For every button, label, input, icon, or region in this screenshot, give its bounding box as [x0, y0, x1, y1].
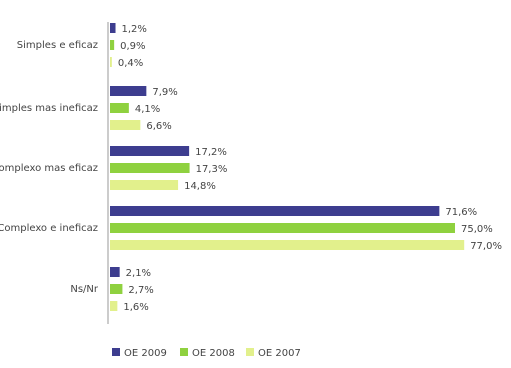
- bar: [110, 301, 118, 311]
- category-label: Complexo e ineficaz: [0, 223, 98, 234]
- value-label: 7,9%: [152, 87, 177, 98]
- legend-label: OE 2008: [192, 348, 235, 359]
- bar: [110, 206, 440, 216]
- value-label: 4,1%: [135, 104, 160, 115]
- bar: [110, 180, 179, 190]
- bar: [110, 223, 455, 233]
- value-label: 6,6%: [146, 121, 171, 132]
- bar: [110, 57, 112, 67]
- legend-swatch: [246, 348, 254, 356]
- value-label: 17,2%: [195, 147, 227, 158]
- legend-swatch: [112, 348, 120, 356]
- value-label: 17,3%: [196, 164, 228, 175]
- category-label: Simples e eficaz: [17, 40, 98, 51]
- bar: [110, 23, 116, 33]
- value-label: 2,7%: [128, 285, 153, 296]
- value-label: 75,0%: [461, 224, 493, 235]
- value-label: 1,6%: [123, 302, 148, 313]
- bar: [110, 163, 190, 173]
- category-label: Ns/Nr: [70, 284, 99, 295]
- legend-label: OE 2007: [258, 348, 301, 359]
- value-label: 14,8%: [184, 181, 216, 192]
- value-label: 1,2%: [122, 24, 147, 35]
- category-label: Complexo mas eficaz: [0, 163, 98, 174]
- bar: [110, 146, 190, 156]
- bar: [110, 103, 129, 113]
- value-label: 2,1%: [126, 268, 151, 279]
- bar: [110, 86, 147, 96]
- value-label: 0,9%: [120, 41, 145, 52]
- bar: [110, 40, 115, 50]
- value-label: 77,0%: [470, 241, 502, 252]
- bar: [110, 240, 465, 250]
- bar: [110, 284, 123, 294]
- bar: [110, 120, 141, 130]
- legend-label: OE 2009: [124, 348, 167, 359]
- category-label: Simples mas ineficaz: [0, 103, 98, 114]
- value-label: 0,4%: [118, 58, 143, 69]
- value-label: 71,6%: [445, 207, 477, 218]
- legend-swatch: [180, 348, 188, 356]
- bar: [110, 267, 120, 277]
